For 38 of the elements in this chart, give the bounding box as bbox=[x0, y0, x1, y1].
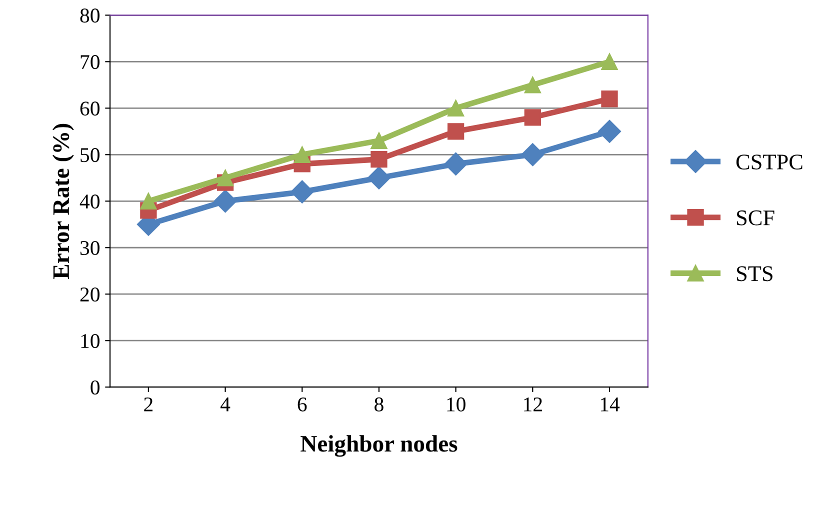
y-tick-label: 50 bbox=[80, 148, 100, 162]
y-tick-label: 40 bbox=[80, 194, 100, 209]
point bbox=[524, 109, 541, 126]
point bbox=[447, 100, 464, 116]
y-tick-label: 60 bbox=[80, 102, 100, 116]
point bbox=[140, 192, 157, 210]
x-tick-label: 10 bbox=[447, 397, 466, 412]
point bbox=[370, 150, 388, 168]
point bbox=[214, 190, 237, 213]
x-tick-label: 6 bbox=[298, 397, 307, 412]
point bbox=[447, 123, 464, 140]
point bbox=[290, 180, 314, 204]
point bbox=[598, 120, 621, 143]
x-tick-label: 8 bbox=[374, 397, 384, 412]
x-tick-label: 12 bbox=[524, 397, 542, 412]
point bbox=[601, 53, 618, 70]
y-tick-label: 20 bbox=[80, 287, 100, 302]
legend-label: CSTPC bbox=[736, 154, 802, 170]
x-tick-label: 14 bbox=[600, 398, 620, 412]
point bbox=[216, 170, 234, 186]
y-tick-label: 80 bbox=[80, 8, 100, 23]
y-tick-label: 30 bbox=[80, 241, 100, 256]
y-tick-label: 70 bbox=[80, 55, 100, 70]
point bbox=[524, 76, 541, 94]
legend-label: SCF bbox=[737, 210, 774, 226]
point bbox=[444, 152, 468, 176]
point bbox=[367, 166, 390, 190]
point bbox=[521, 143, 544, 166]
y-axis-title: Error Rate (%) bbox=[52, 124, 74, 279]
y-tick-label: 10 bbox=[81, 334, 100, 348]
point bbox=[601, 90, 618, 108]
legend-label: STS bbox=[737, 266, 772, 282]
x-tick-label: 2 bbox=[144, 397, 153, 412]
y-tick-label: 0 bbox=[90, 380, 100, 395]
point bbox=[370, 132, 388, 150]
x-axis-title: Neighbor nodes bbox=[300, 435, 458, 457]
point bbox=[294, 146, 310, 163]
x-tick-label: 4 bbox=[220, 398, 230, 412]
